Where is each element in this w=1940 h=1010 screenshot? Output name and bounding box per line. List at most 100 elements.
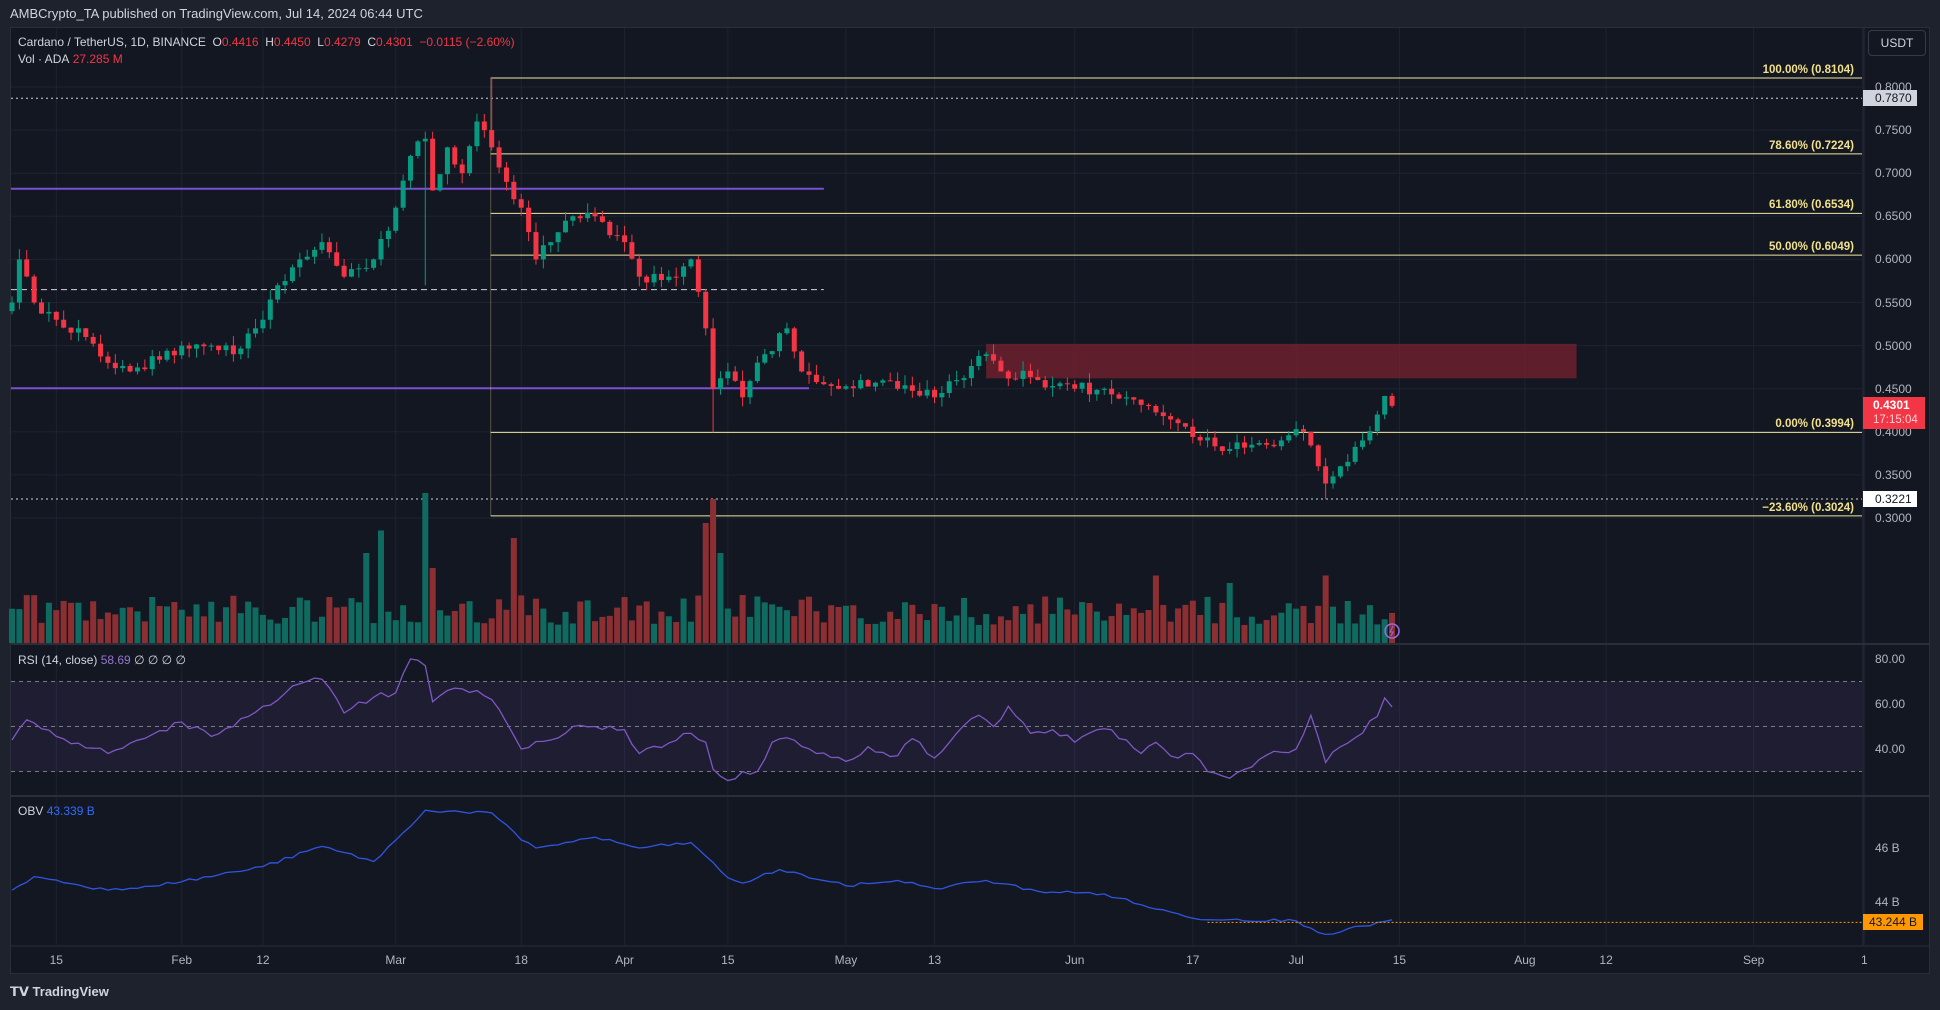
volume-bar — [525, 615, 532, 643]
volume-bar — [1160, 605, 1167, 643]
volume-bar — [289, 606, 296, 643]
volume-bar — [540, 608, 547, 643]
volume-bar — [1366, 605, 1373, 643]
candle-body — [253, 328, 259, 334]
candle-body — [275, 285, 281, 300]
chart-frame[interactable] — [10, 27, 1930, 974]
high-value: 0.4450 — [273, 35, 311, 49]
symbol-name[interactable]: Cardano / TetherUS, 1D, BINANCE — [18, 35, 206, 49]
volume-bar — [1138, 612, 1145, 643]
candle-body — [555, 232, 561, 243]
volume-bar — [916, 614, 923, 643]
candle-body — [688, 259, 694, 267]
volume-bar — [333, 607, 340, 643]
obv-label[interactable]: OBV — [18, 804, 44, 818]
volume-bar — [1270, 615, 1277, 643]
volume-bar — [141, 621, 148, 643]
volume-bar — [163, 606, 170, 643]
volume-bar — [193, 604, 200, 643]
candle-body — [319, 242, 325, 250]
volume-bar — [370, 623, 377, 643]
volume-bar — [739, 595, 746, 643]
volume-bar — [1219, 602, 1226, 643]
high-price-tag: 0.7870 — [1863, 90, 1917, 107]
symbol-legend: Cardano / TetherUS, 1D, BINANCE O0.4416 … — [18, 35, 515, 49]
candle-body — [858, 380, 864, 389]
candle-body — [998, 360, 1004, 372]
volume-bar — [385, 611, 392, 643]
candle-body — [799, 351, 805, 372]
volume-bar — [149, 597, 156, 643]
volume-bar — [1330, 606, 1337, 643]
candle-body — [61, 319, 67, 328]
candle-body — [526, 207, 532, 233]
volume-bar — [798, 599, 805, 643]
candle-body — [1094, 389, 1100, 395]
tradingview-logo[interactable]: 𝗧𝗩 TradingView — [10, 984, 109, 1000]
volume-bar — [237, 613, 244, 643]
candle-body — [164, 350, 170, 360]
candle-body — [1123, 397, 1129, 399]
volume-bar — [776, 606, 783, 643]
volume-bar — [282, 617, 289, 643]
candle-body — [223, 345, 229, 351]
volume-bar — [1359, 614, 1366, 643]
volume-bar — [429, 568, 436, 643]
rsi-axis-label: 40.00 — [1875, 742, 1906, 756]
rsi-value: 58.69 — [100, 653, 131, 667]
fib-label: 0.00% (0.3994) — [1775, 418, 1854, 431]
volume-bar — [1374, 624, 1381, 643]
volume-bar — [473, 622, 480, 643]
volume-bar — [341, 606, 348, 643]
candle-body — [695, 259, 701, 292]
volume-bar — [1300, 605, 1307, 643]
volume-bar — [695, 595, 702, 643]
candle-body — [179, 345, 185, 356]
rsi-label[interactable]: RSI (14, close) — [18, 653, 98, 667]
volume-bar — [1005, 620, 1012, 643]
candle-body — [267, 299, 273, 320]
volume-bar — [16, 609, 23, 643]
obv-axis-label: 44 B — [1875, 895, 1900, 909]
candle-body — [9, 302, 15, 312]
candle-body — [1308, 431, 1314, 446]
currency-button[interactable]: USDT — [1868, 30, 1926, 56]
volume-bar — [1189, 600, 1196, 643]
low-label: L — [317, 35, 324, 49]
candle-body — [850, 386, 856, 389]
volume-bar — [82, 620, 89, 643]
candle-body — [740, 380, 746, 398]
candle-body — [599, 216, 605, 222]
volume-bar — [769, 604, 776, 643]
volume-bar — [724, 608, 731, 643]
volume-bar — [311, 621, 318, 643]
volume-bar — [296, 597, 303, 643]
candle-body — [90, 336, 96, 344]
volume-bar — [252, 607, 259, 643]
candle-body — [282, 281, 288, 286]
last-price-tag: 0.4301 — [1863, 396, 1925, 429]
candle-body — [1190, 426, 1196, 437]
volume-bar — [1123, 614, 1130, 643]
rsi-axis-label: 60.00 — [1875, 697, 1906, 711]
candle-body — [393, 207, 399, 231]
fib-label: 100.00% (0.8104) — [1762, 64, 1854, 77]
volume-label[interactable]: Vol · ADA — [18, 52, 70, 66]
volume-bar — [186, 616, 193, 643]
candle-body — [961, 378, 967, 381]
candle-body — [533, 232, 539, 260]
volume-bar — [510, 538, 517, 643]
candle-body — [1278, 440, 1284, 447]
candle-body — [762, 354, 768, 363]
volume-bar — [946, 620, 953, 643]
volume-bar — [577, 601, 584, 643]
candle-body — [607, 221, 613, 236]
candle-body — [1101, 388, 1107, 390]
candle-body — [902, 385, 908, 389]
candle-body — [703, 291, 709, 329]
volume-bar — [938, 606, 945, 643]
time-axis-label: 12 — [256, 953, 270, 967]
candle-body — [968, 366, 974, 379]
volume-bar — [710, 499, 717, 643]
